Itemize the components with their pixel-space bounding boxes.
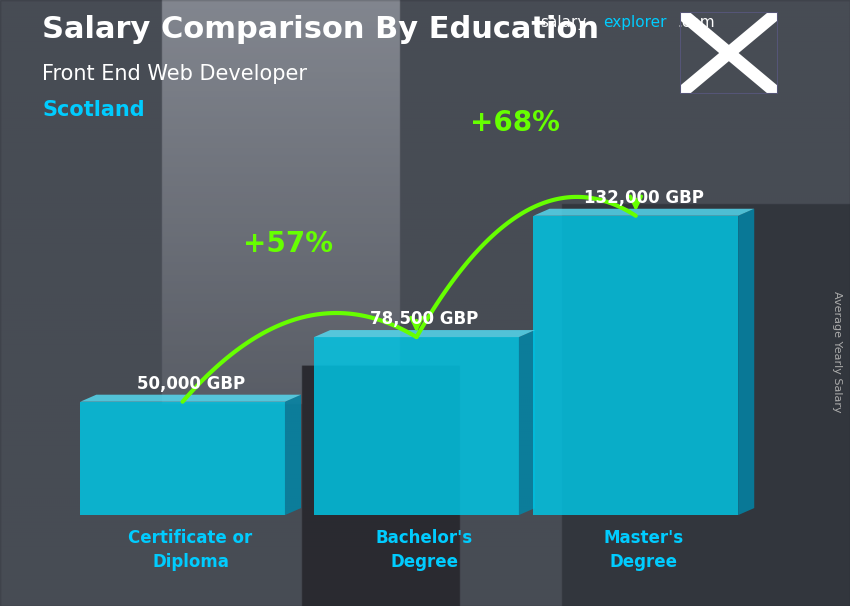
Polygon shape: [534, 216, 738, 515]
Polygon shape: [518, 330, 535, 515]
Polygon shape: [738, 208, 754, 515]
Polygon shape: [314, 330, 535, 337]
Polygon shape: [285, 395, 301, 515]
Text: Bachelor's
Degree: Bachelor's Degree: [376, 529, 473, 571]
Polygon shape: [80, 395, 301, 402]
Text: Average Yearly Salary: Average Yearly Salary: [832, 291, 842, 412]
Polygon shape: [314, 337, 518, 515]
Text: Certificate or
Diploma: Certificate or Diploma: [128, 529, 252, 571]
Polygon shape: [534, 208, 754, 216]
Text: +68%: +68%: [470, 108, 560, 137]
Text: 132,000 GBP: 132,000 GBP: [584, 189, 704, 207]
Text: +57%: +57%: [243, 230, 333, 258]
Text: Front End Web Developer: Front End Web Developer: [42, 64, 308, 84]
Text: Master's
Degree: Master's Degree: [604, 529, 684, 571]
Text: explorer: explorer: [604, 15, 667, 30]
Polygon shape: [80, 402, 285, 515]
Text: 78,500 GBP: 78,500 GBP: [371, 310, 479, 328]
Text: .com: .com: [677, 15, 715, 30]
Text: Scotland: Scotland: [42, 100, 145, 120]
Text: salary: salary: [540, 15, 586, 30]
Text: 50,000 GBP: 50,000 GBP: [137, 375, 245, 393]
Text: Salary Comparison By Education: Salary Comparison By Education: [42, 15, 599, 44]
